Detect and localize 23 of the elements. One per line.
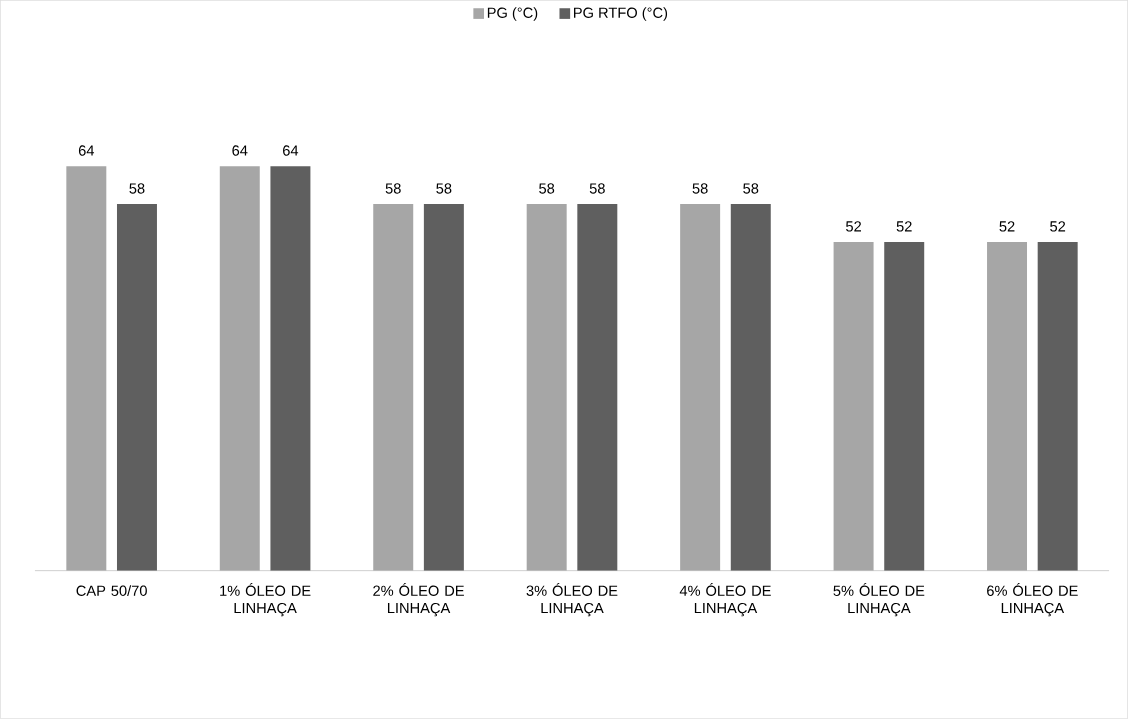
x-tick-label: CAP 50/70 — [76, 585, 147, 597]
x-tick-label: 2% ÓLEO DE LINHAÇA — [373, 583, 464, 617]
data-label: 58 — [129, 183, 145, 194]
data-label: 58 — [743, 183, 759, 194]
data-label: 64 — [283, 145, 299, 156]
x-tick-label: 4% ÓLEO DE LINHAÇA — [679, 583, 771, 617]
data-label: 52 — [846, 221, 861, 232]
data-label: 52 — [999, 221, 1015, 232]
data-label: 58 — [385, 183, 401, 194]
x-tick-label: 3% ÓLEO DE LINHAÇA — [526, 583, 618, 617]
data-label: 58 — [692, 183, 708, 194]
legend-label: PG (°C) — [487, 7, 538, 21]
x-tick-label: 6% ÓLEO DE LINHAÇA — [987, 583, 1078, 617]
data-label: 64 — [232, 145, 248, 156]
data-label: 58 — [539, 183, 555, 194]
data-label: 58 — [589, 183, 605, 194]
data-label: 52 — [896, 221, 912, 232]
data-label: 52 — [1050, 221, 1066, 232]
x-tick-label: 1% ÓLEO DE LINHAÇA — [220, 583, 311, 617]
x-tick-label: 5% ÓLEO DE LINHAÇA — [833, 583, 925, 617]
data-label: 64 — [78, 145, 95, 156]
data-label: 58 — [436, 183, 452, 194]
legend-label: PG RTFO (°C) — [574, 7, 668, 21]
